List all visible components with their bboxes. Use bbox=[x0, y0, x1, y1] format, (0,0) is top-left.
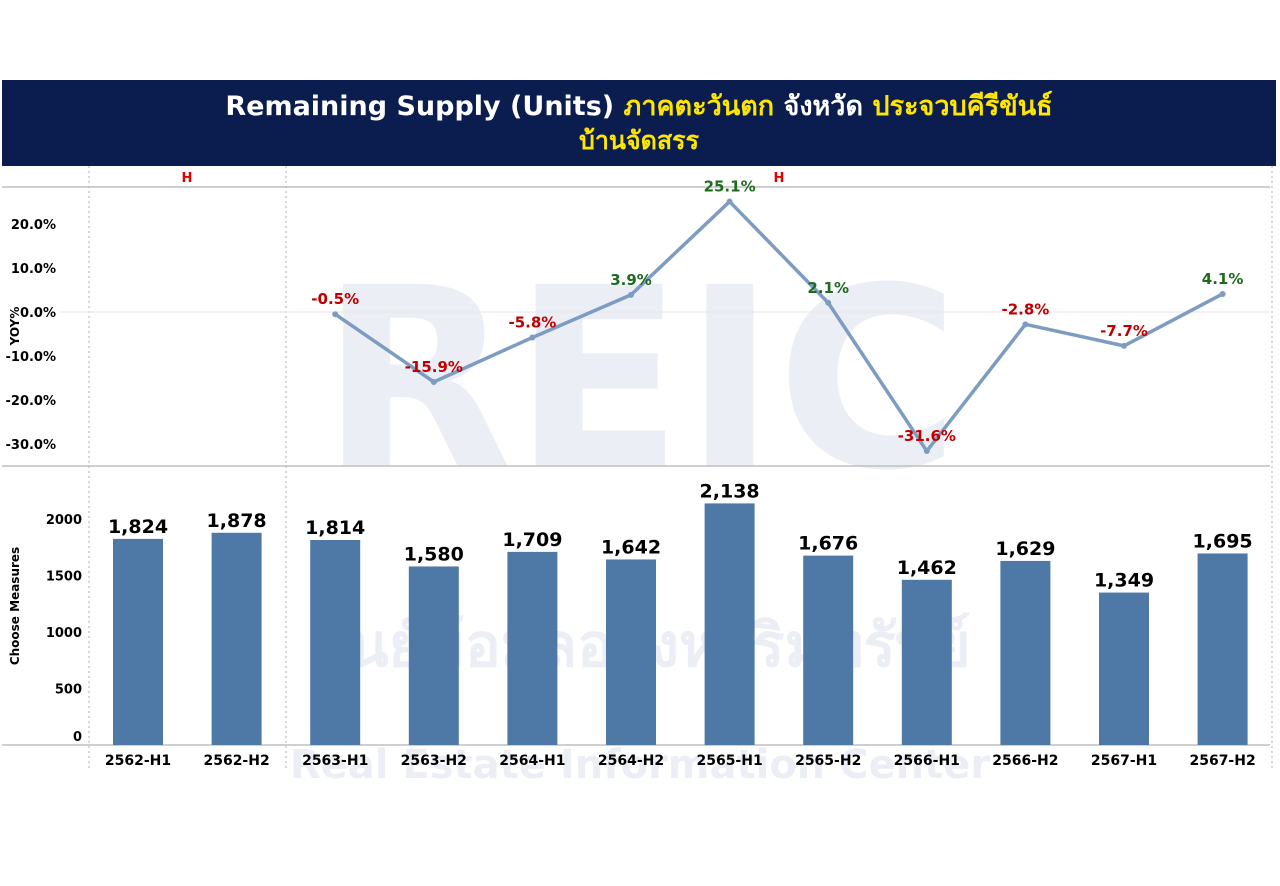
bar bbox=[211, 532, 262, 745]
x-tick-label: 2566-H1 bbox=[894, 753, 960, 769]
bar bbox=[704, 503, 755, 745]
yoy-value-label: 25.1% bbox=[704, 178, 756, 196]
bar-value-label: 1,878 bbox=[207, 510, 267, 532]
x-tick-label: 2564-H2 bbox=[598, 753, 664, 769]
yoy-point bbox=[1219, 290, 1226, 297]
bar-tick-label: 500 bbox=[55, 683, 82, 698]
yoy-value-label: -5.8% bbox=[508, 314, 556, 332]
yoy-tick-label: 20.0% bbox=[11, 218, 56, 233]
bar-value-label: 1,824 bbox=[108, 516, 168, 538]
bar-value-label: 1,462 bbox=[897, 557, 957, 579]
x-tick-label: 2563-H1 bbox=[302, 753, 368, 769]
yoy-tick-label: -10.0% bbox=[6, 350, 57, 365]
bar-value-label: 1,642 bbox=[601, 536, 661, 558]
bar-value-label: 1,629 bbox=[995, 538, 1055, 560]
yoy-point bbox=[1022, 321, 1029, 328]
yoy-value-label: -15.9% bbox=[405, 358, 463, 376]
yoy-point bbox=[332, 311, 339, 318]
x-tick-label: 2563-H2 bbox=[401, 753, 467, 769]
yoy-value-label: -31.6% bbox=[898, 427, 956, 445]
yoy-point bbox=[430, 378, 437, 385]
yoy-axis-title: YOY% bbox=[8, 307, 22, 347]
title-part4: ประจวบคีรีขันธ์ bbox=[872, 91, 1053, 122]
yoy-value-label: -0.5% bbox=[311, 290, 359, 308]
title-part3: จังหวัด bbox=[783, 91, 864, 122]
yoy-point bbox=[529, 334, 536, 341]
x-tick-label: 2567-H1 bbox=[1091, 753, 1157, 769]
yoy-line-series: -0.5% -15.9% -5.8% 3.9% 25.1% 2.1% -31.6% -2.8%… bbox=[311, 178, 1244, 455]
bar-value-label: 1,814 bbox=[305, 517, 365, 539]
bar-value-label: 1,349 bbox=[1094, 570, 1154, 592]
bar-series: 1,824 1,878 1,814 1,580 1,709 1,642 2,138 1,676… bbox=[108, 480, 1253, 745]
group-label-2562: H bbox=[182, 171, 193, 186]
yoy-tick-label: 0.0% bbox=[20, 306, 56, 321]
bar-value-label: 1,695 bbox=[1193, 530, 1253, 552]
group-label-2563-2567: H bbox=[774, 171, 785, 186]
title-part2: ภาคตะวันตก bbox=[623, 91, 775, 122]
watermark-english: Real Estate Information Center bbox=[290, 742, 991, 786]
bar-y-ticks: 2000 1500 1000 500 0 bbox=[46, 513, 82, 745]
bar-tick-label: 2000 bbox=[46, 513, 82, 528]
yoy-point bbox=[923, 448, 930, 455]
bar bbox=[1000, 560, 1051, 745]
bar bbox=[901, 579, 952, 745]
x-tick-label: 2564-H1 bbox=[499, 753, 565, 769]
yoy-value-label: 4.1% bbox=[1202, 270, 1244, 288]
yoy-y-ticks: 20.0% 10.0% 0.0% -10.0% -20.0% -30.0% bbox=[6, 218, 1270, 453]
chart-title-bar: Remaining Supply (Units) ภาคตะวันตก จังห… bbox=[2, 80, 1276, 166]
yoy-point bbox=[726, 198, 733, 205]
bar-tick-label: 1000 bbox=[46, 626, 82, 641]
bar bbox=[507, 551, 558, 745]
chart-subtitle: บ้านจัดสรร bbox=[579, 126, 699, 155]
yoy-tick-label: 10.0% bbox=[11, 262, 56, 277]
bar bbox=[113, 538, 163, 745]
bar-value-label: 2,138 bbox=[700, 480, 760, 502]
yoy-value-label: 2.1% bbox=[807, 279, 849, 297]
x-tick-label: 2562-H2 bbox=[203, 753, 269, 769]
bar bbox=[1099, 592, 1149, 745]
bar bbox=[310, 540, 361, 745]
x-axis-labels: 2562-H1 2562-H2 2563-H1 2563-H2 2564-H1 2564-… bbox=[105, 753, 1256, 769]
yoy-value-label: -7.7% bbox=[1100, 322, 1148, 340]
bar-tick-label: 0 bbox=[73, 730, 82, 745]
x-tick-label: 2562-H1 bbox=[105, 753, 171, 769]
bar bbox=[606, 559, 656, 745]
bar bbox=[408, 566, 459, 745]
bar bbox=[803, 555, 854, 745]
bar-value-label: 1,580 bbox=[404, 543, 464, 565]
yoy-value-label: 3.9% bbox=[610, 271, 652, 289]
bar-value-label: 1,709 bbox=[502, 529, 562, 551]
bar-axis-title: Choose Measures bbox=[8, 547, 22, 665]
yoy-line bbox=[334, 199, 1224, 453]
chart-area: REIC ศูนย์ข้อมูลอสังหาริมทรัพย์ Real Est… bbox=[2, 166, 1273, 786]
bar-value-label: 1,676 bbox=[798, 533, 858, 555]
x-tick-label: 2565-H1 bbox=[696, 753, 762, 769]
x-tick-label: 2565-H2 bbox=[795, 753, 861, 769]
yoy-point bbox=[628, 291, 634, 298]
title-part1: Remaining Supply (Units) bbox=[225, 91, 615, 122]
yoy-tick-label: -20.0% bbox=[6, 394, 57, 409]
yoy-tick-label: -30.0% bbox=[6, 438, 57, 453]
bar-tick-label: 1500 bbox=[46, 570, 82, 585]
yoy-value-label: -2.8% bbox=[1001, 300, 1049, 318]
x-tick-label: 2566-H2 bbox=[992, 753, 1058, 769]
bar bbox=[1197, 553, 1248, 745]
x-tick-label: 2567-H2 bbox=[1189, 753, 1255, 769]
yoy-point bbox=[825, 299, 832, 306]
chart-title: Remaining Supply (Units) ภาคตะวันตก จังห… bbox=[2, 90, 1276, 124]
watermark-logo: REIC bbox=[320, 234, 960, 525]
yoy-point bbox=[1121, 342, 1127, 349]
